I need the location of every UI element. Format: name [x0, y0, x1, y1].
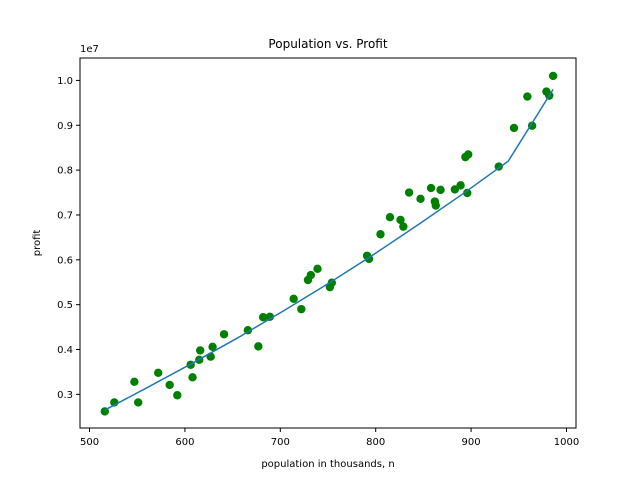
y-tick-label: 0.9	[57, 121, 73, 132]
data-point	[399, 222, 408, 231]
y-tick-label: 0.4	[57, 345, 73, 356]
data-point	[258, 313, 268, 322]
y-tick-label: 0.7	[57, 210, 73, 221]
x-axis-label: population in thousands, n	[261, 459, 394, 470]
data-point	[265, 312, 275, 321]
data-point	[509, 123, 519, 133]
data-point	[396, 215, 405, 225]
x-tick-label: 700	[271, 437, 290, 448]
data-point	[436, 185, 445, 195]
x-tick-label: 500	[80, 437, 99, 448]
data-point	[188, 373, 197, 382]
data-point	[385, 213, 395, 222]
axes-frame	[79, 57, 577, 429]
y-tick-label: 0.6	[57, 255, 73, 266]
data-point	[154, 368, 163, 378]
y-tick-label: 0.8	[57, 166, 73, 177]
y-tick-label: 0.3	[57, 390, 73, 401]
data-point	[195, 346, 205, 355]
data-point	[208, 342, 217, 352]
data-point	[165, 380, 174, 390]
data-point	[464, 150, 473, 159]
fit-line	[104, 88, 554, 411]
x-tick-label: 600	[175, 437, 194, 448]
data-point	[130, 377, 139, 387]
data-point	[548, 71, 558, 81]
chart-title: Population vs. Profit	[268, 37, 387, 51]
data-point	[456, 181, 465, 190]
x-tick-label: 1000	[554, 437, 579, 448]
data-point	[289, 294, 298, 304]
y-tick-label: 1.0	[57, 76, 73, 87]
y-axis-label: profit	[32, 230, 43, 257]
data-point	[463, 188, 472, 198]
data-point	[297, 304, 306, 314]
data-point	[306, 270, 316, 280]
data-point	[219, 330, 229, 339]
data-point	[527, 121, 537, 130]
data-point	[416, 194, 425, 204]
data-point	[254, 342, 263, 351]
plot-area	[100, 71, 558, 416]
data-point	[173, 391, 182, 400]
data-point	[404, 188, 414, 197]
x-tick-label: 900	[462, 437, 481, 448]
x-tick-label: 800	[366, 437, 385, 448]
data-point	[313, 264, 322, 273]
data-point	[431, 201, 440, 210]
x-axis: 500 600 700 800 900 1000	[80, 428, 579, 448]
data-point	[523, 92, 532, 101]
data-point	[426, 183, 436, 193]
y-offset-label: 1e7	[80, 44, 99, 55]
y-tick-label: 0.5	[57, 300, 73, 311]
data-point	[376, 230, 385, 239]
y-axis: 0.3 0.4 0.5 0.6 0.7 0.8 0.9 1.0	[57, 76, 80, 401]
data-point	[133, 398, 143, 407]
